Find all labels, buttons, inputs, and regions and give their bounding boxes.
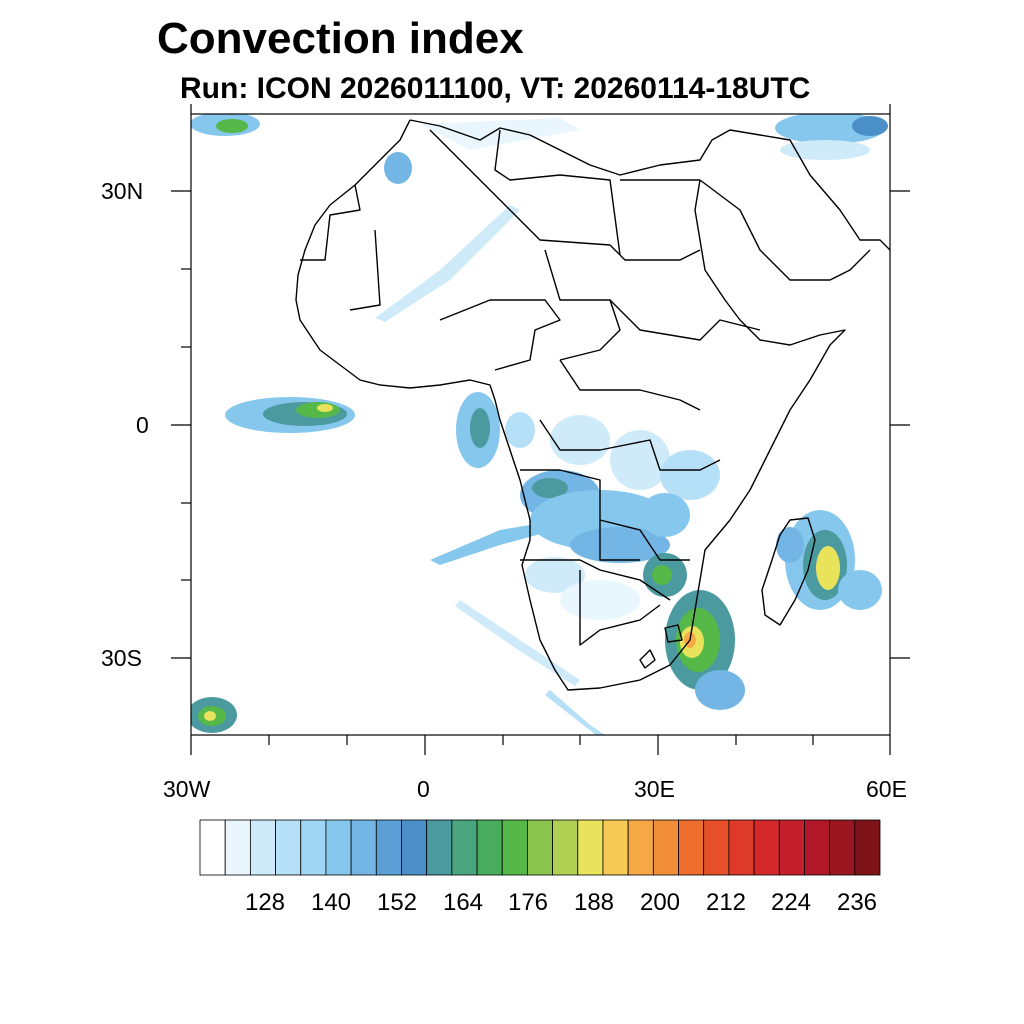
chart-title: Convection index bbox=[157, 14, 524, 63]
colorbar-swatch bbox=[275, 819, 302, 876]
colorbar-swatch bbox=[577, 819, 604, 876]
tick-marks bbox=[171, 104, 910, 755]
coastlines bbox=[295, 119, 890, 691]
colorbar-swatch bbox=[501, 819, 528, 876]
colorbar-swatch bbox=[778, 819, 805, 876]
convection-shading bbox=[191, 114, 888, 735]
colorbar-label-236: 236 bbox=[836, 889, 878, 916]
colorbar-swatch bbox=[854, 819, 881, 876]
x-tick-label-30w: 30W bbox=[163, 776, 211, 802]
colorbar-swatch bbox=[703, 819, 730, 876]
colorbar-label-128: 128 bbox=[244, 889, 286, 916]
y-tick-label-0: 0 bbox=[136, 412, 149, 438]
colorbar-swatch bbox=[199, 819, 226, 876]
colorbar-swatch bbox=[627, 819, 654, 876]
colorbar-label-176: 176 bbox=[507, 889, 549, 916]
colorbar-label-188: 188 bbox=[573, 889, 615, 916]
y-tick-label-30s: 30S bbox=[101, 645, 142, 671]
colorbar-label-140: 140 bbox=[310, 889, 352, 916]
colorbar-swatch bbox=[728, 819, 755, 876]
x-tick-label-0: 0 bbox=[417, 776, 430, 802]
colorbar-swatch bbox=[602, 819, 629, 876]
y-tick-label-30n: 30N bbox=[101, 178, 144, 204]
x-tick-label-60e: 60E bbox=[866, 776, 907, 802]
chart-subtitle: Run: ICON 2026011100, VT: 20260114-18UTC bbox=[180, 72, 811, 105]
colorbar bbox=[199, 819, 881, 876]
colorbar-swatch bbox=[224, 819, 251, 876]
colorbar-swatch bbox=[829, 819, 856, 876]
colorbar-label-152: 152 bbox=[376, 889, 418, 916]
colorbar-swatch bbox=[753, 819, 780, 876]
colorbar-swatch bbox=[652, 819, 679, 876]
colorbar-swatch bbox=[375, 819, 402, 876]
x-tick-label-30e: 30E bbox=[634, 776, 675, 802]
colorbar-swatch bbox=[300, 819, 327, 876]
colorbar-swatch bbox=[451, 819, 478, 876]
colorbar-swatch bbox=[678, 819, 705, 876]
colorbar-swatch bbox=[804, 819, 831, 876]
colorbar-swatch bbox=[401, 819, 428, 876]
colorbar-label-224: 224 bbox=[770, 889, 812, 916]
colorbar-swatch bbox=[552, 819, 579, 876]
colorbar-swatch bbox=[249, 819, 276, 876]
colorbar-label-200: 200 bbox=[639, 889, 681, 916]
colorbar-swatch bbox=[527, 819, 553, 876]
colorbar-label-164: 164 bbox=[442, 889, 484, 916]
colorbar-swatch bbox=[350, 819, 377, 876]
colorbar-swatch bbox=[325, 819, 352, 876]
colorbar-label-212: 212 bbox=[705, 889, 747, 916]
colorbar-swatch bbox=[426, 819, 453, 876]
colorbar-swatch bbox=[476, 819, 503, 876]
